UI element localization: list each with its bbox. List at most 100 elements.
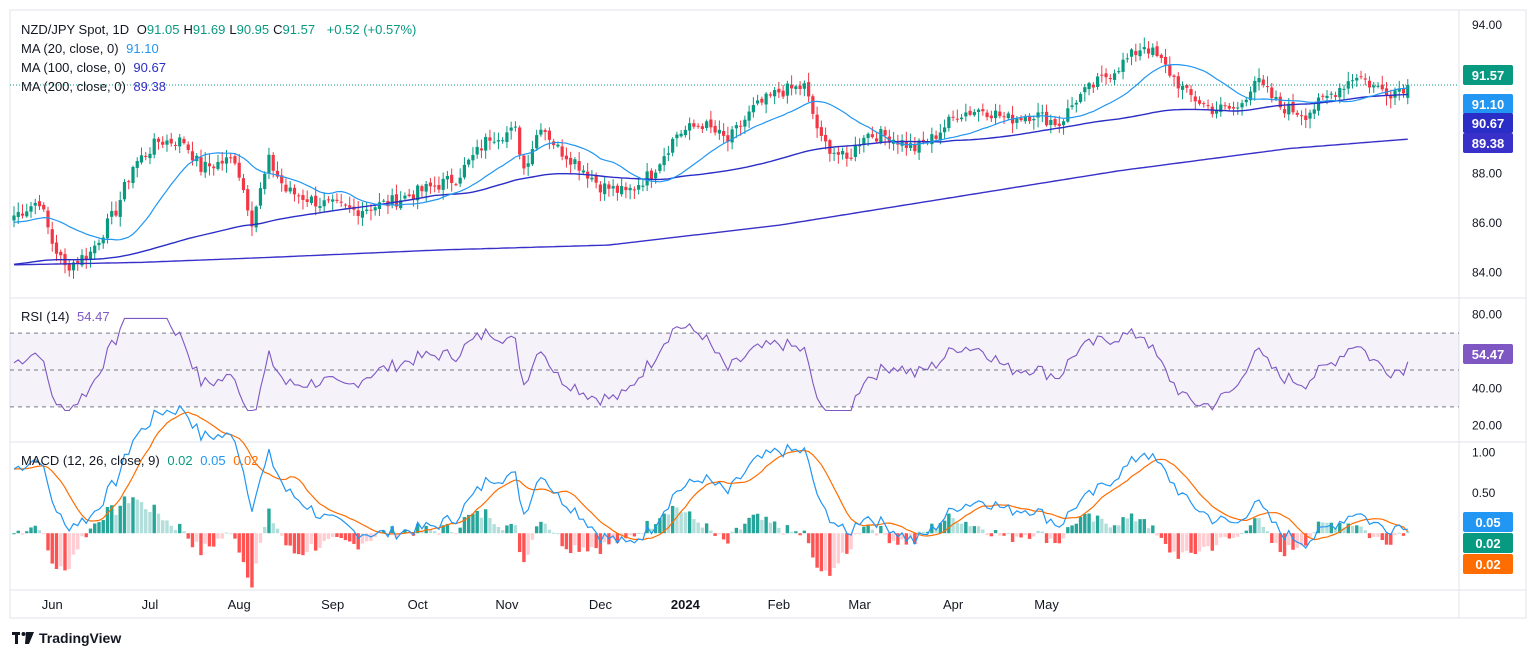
macd-hist-bar bbox=[658, 518, 662, 534]
candle-body bbox=[1015, 118, 1019, 123]
candle-body bbox=[628, 187, 632, 191]
main-price-tag-text: 91.57 bbox=[1472, 68, 1505, 83]
rsi-legend[interactable]: RSI (14) 54.47 bbox=[21, 309, 114, 324]
candle-body bbox=[484, 136, 488, 151]
candle-body bbox=[220, 160, 224, 164]
candle-body bbox=[496, 140, 501, 142]
candle-body bbox=[993, 110, 998, 119]
macd-hist-bar bbox=[768, 522, 773, 534]
macd-hist-bar bbox=[1019, 533, 1023, 538]
macd-hist-bar bbox=[1206, 533, 1210, 547]
macd-hist-bar bbox=[114, 514, 118, 534]
signal-value: 0.05 bbox=[200, 453, 226, 468]
main-price-tag bbox=[1463, 113, 1513, 133]
candle-body bbox=[509, 127, 513, 131]
candle-body bbox=[717, 129, 721, 134]
candle-body bbox=[1359, 76, 1363, 78]
macd-hist-bar bbox=[564, 533, 569, 550]
macd-hist-bar bbox=[462, 517, 467, 534]
macd-hist-bar bbox=[186, 533, 190, 539]
candle-body bbox=[441, 178, 445, 190]
candle-body bbox=[1163, 56, 1168, 65]
x-tick-label: Apr bbox=[943, 597, 964, 612]
macd-hist-bar bbox=[951, 518, 955, 534]
macd-hist-bar bbox=[704, 523, 709, 534]
ohlc-values: O91.05 H91.69 L90.95 C91.57 bbox=[137, 22, 319, 37]
x-tick-label: Jul bbox=[142, 597, 159, 612]
candle-body bbox=[654, 172, 658, 179]
signal-line bbox=[13, 411, 1409, 541]
chart-frame bbox=[9, 9, 1527, 619]
macd-line bbox=[13, 404, 1408, 550]
candle-body bbox=[603, 183, 607, 195]
candle-body bbox=[1117, 71, 1121, 73]
candle-body bbox=[292, 187, 297, 195]
macd-legend[interactable]: MACD (12, 26, close, 9) 0.02 0.05 0.02 bbox=[21, 453, 263, 468]
ma200-legend[interactable]: MA (200, close, 0) 89.38 bbox=[21, 79, 170, 94]
candle-body bbox=[671, 138, 675, 153]
macd-hist-bar bbox=[530, 533, 535, 540]
macd-hist-bar bbox=[641, 533, 645, 535]
macd-hist-bar bbox=[751, 514, 756, 534]
macd-hist-bar bbox=[1231, 533, 1236, 538]
candle-body bbox=[781, 90, 785, 97]
candle-body bbox=[450, 174, 454, 183]
change-value: +0.52 (+0.57%) bbox=[326, 22, 417, 37]
candle-body bbox=[637, 185, 641, 190]
macd-hist-bar bbox=[798, 533, 802, 536]
macd-hist-bar bbox=[1129, 513, 1134, 534]
rsi-tick-label: 40.00 bbox=[1472, 381, 1502, 395]
macd-hist-bar bbox=[356, 533, 360, 550]
candle-body bbox=[254, 206, 258, 228]
macd-hist-bar bbox=[1078, 516, 1083, 534]
candle-body bbox=[50, 229, 54, 244]
macd-hist-bar bbox=[998, 533, 1002, 536]
tradingview-logo[interactable]: TradingView bbox=[12, 630, 121, 646]
macd-hist-bar bbox=[297, 533, 301, 555]
macd-hist-bar bbox=[747, 517, 751, 534]
macd-hist-bar bbox=[709, 530, 713, 534]
macd-hist-bar bbox=[12, 533, 16, 535]
x-tick-label: Dec bbox=[589, 597, 613, 612]
candle-body bbox=[734, 125, 738, 129]
candle-body bbox=[696, 125, 700, 127]
macd-hist-bar bbox=[390, 526, 394, 534]
macd-hist-bar bbox=[806, 533, 811, 544]
macd-hist-bar bbox=[772, 521, 777, 534]
ohlc-key: L bbox=[229, 22, 237, 37]
macd-hist-bar bbox=[989, 533, 994, 537]
candle-body bbox=[1083, 87, 1087, 93]
candle-body bbox=[182, 138, 186, 144]
macd-hist-bar bbox=[118, 505, 122, 534]
macd-hist-bar bbox=[1095, 515, 1100, 534]
candle-body bbox=[972, 111, 976, 116]
macd-hist-bar bbox=[280, 533, 284, 536]
macd-hist-bar bbox=[781, 533, 785, 535]
candle-body bbox=[127, 181, 131, 183]
macd-label: MACD (12, 26, close, 9) bbox=[21, 453, 160, 468]
candle-body bbox=[590, 177, 594, 180]
macd-hist-bar bbox=[1104, 523, 1108, 534]
macd-hist-bar bbox=[301, 533, 305, 556]
candle-body bbox=[1121, 59, 1125, 72]
macd-hist-bar bbox=[947, 513, 951, 534]
macd-hist-bar bbox=[883, 533, 887, 535]
macd-hist-bar bbox=[760, 519, 764, 534]
macd-hist-bar bbox=[135, 499, 139, 534]
macd-hist-bar bbox=[942, 520, 947, 534]
macd-hist-bar bbox=[755, 513, 760, 534]
candle-body bbox=[284, 184, 288, 192]
candle-body bbox=[1321, 95, 1325, 97]
ma100-legend[interactable]: MA (100, close, 0) 90.67 bbox=[21, 60, 170, 75]
candle-body bbox=[318, 206, 322, 208]
macd-hist-bar bbox=[628, 533, 632, 536]
macd-hist-bar bbox=[1032, 533, 1036, 537]
candle-body bbox=[301, 195, 305, 201]
ma20-label: MA (20, close, 0) bbox=[21, 41, 119, 56]
candle-body bbox=[288, 187, 292, 192]
macd-hist-bar bbox=[445, 523, 450, 534]
macd-hist-bar bbox=[1087, 513, 1091, 534]
ma20-legend[interactable]: MA (20, close, 0) 91.10 bbox=[21, 41, 163, 56]
symbol-title[interactable]: NZD/JPY Spot, 1D bbox=[21, 22, 130, 37]
